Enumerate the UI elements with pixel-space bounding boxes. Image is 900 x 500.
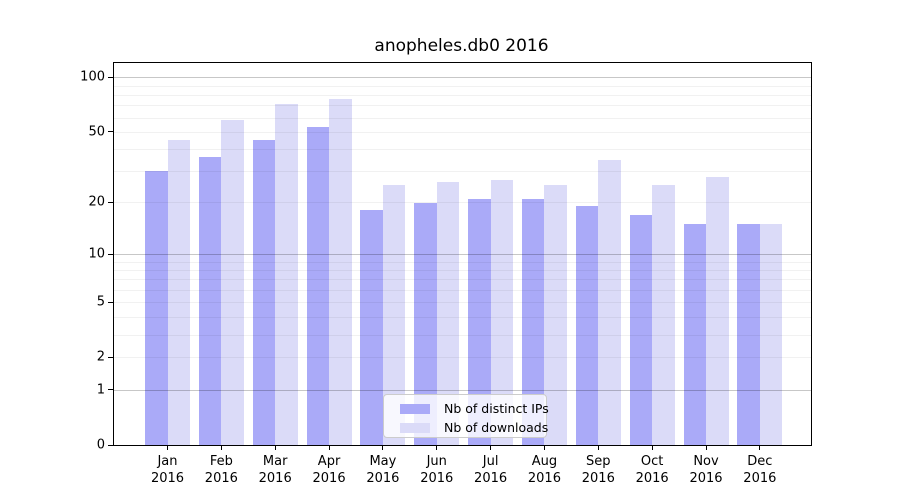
y-tick <box>108 253 113 255</box>
legend-swatch-downloads <box>400 423 430 433</box>
gridline-minor <box>114 85 811 87</box>
bar-ips-may <box>360 210 383 445</box>
bar-downloads-jan <box>167 140 190 445</box>
y-tick <box>108 389 113 391</box>
plot-area: 0 1 2 5 10 20 50 100 Jan 2016 Feb 2016 Mar 2016 Apr 20… <box>80 62 812 486</box>
y-tick <box>108 444 113 446</box>
x-tick-label: Jan 2016 <box>150 454 185 486</box>
bar-downloads-nov <box>706 176 729 445</box>
y-tick <box>108 76 113 78</box>
legend-entry-downloads: Nb of downloads <box>400 420 549 436</box>
y-tick <box>108 131 113 133</box>
gridline-minor <box>114 131 811 133</box>
gridline-minor <box>114 279 811 281</box>
y-tick <box>108 301 113 303</box>
x-tick-label: Oct 2016 <box>635 454 669 486</box>
gridline-minor <box>114 290 811 291</box>
bar-ips-oct <box>629 214 653 445</box>
bar-ips-apr <box>306 127 330 445</box>
gridline-minor <box>114 261 811 263</box>
bar-downloads-apr <box>329 99 352 445</box>
bar-ips-jun <box>414 202 437 445</box>
y-tick-label: 10 <box>88 246 105 262</box>
bar-ips-jan <box>145 171 168 445</box>
bar-downloads-oct <box>652 185 675 445</box>
legend-label-downloads: Nb of downloads <box>444 420 549 435</box>
bar-downloads-may <box>382 185 406 445</box>
x-tick <box>597 445 599 450</box>
bar-downloads-aug <box>544 185 567 445</box>
gridline-minor <box>114 357 811 359</box>
bar-downloads-dec <box>759 224 783 445</box>
bar-downloads-jun <box>436 182 460 445</box>
gridline-minor <box>114 117 811 119</box>
bar-ips-sep <box>575 206 599 445</box>
x-tick <box>705 445 707 450</box>
gridline-minor <box>114 202 811 204</box>
y-tick-label: 0 <box>96 437 105 453</box>
x-tick <box>651 445 653 450</box>
chart-title: anopheles.db0 2016 <box>374 36 549 56</box>
x-tick-label: Dec 2016 <box>743 454 777 486</box>
y-tick-label: 100 <box>80 69 105 85</box>
y-tick <box>108 201 113 203</box>
bar-downloads-feb <box>221 120 244 445</box>
bar-ips-nov <box>683 224 706 445</box>
y-tick <box>108 356 113 358</box>
legend-entry-distinct-ips: Nb of distinct IPs <box>400 401 549 417</box>
gridline-major <box>114 254 811 255</box>
gridline-minor <box>114 302 811 304</box>
x-tick-label: May 2016 <box>366 454 400 486</box>
gridline-minor <box>114 105 811 107</box>
x-tick-label: Apr 2016 <box>312 454 346 486</box>
gridline-major <box>114 389 811 391</box>
bar-downloads-jul <box>490 179 514 445</box>
x-tick-label: Feb 2016 <box>204 454 238 486</box>
bar-downloads-mar <box>275 104 298 445</box>
x-tick <box>220 445 222 450</box>
x-tick-label: Nov 2016 <box>689 454 723 486</box>
gridline-minor <box>114 316 811 318</box>
y-tick-label: 5 <box>96 294 105 310</box>
x-tick-label: Jul 2016 <box>474 454 508 486</box>
x-tick-label: Jun 2016 <box>420 454 454 486</box>
gridline-minor <box>114 149 811 151</box>
gridline-minor <box>114 171 811 173</box>
bar-ips-jul <box>468 198 491 445</box>
x-tick <box>274 445 276 450</box>
x-tick-label: Aug 2016 <box>527 454 561 486</box>
x-tick <box>167 445 168 450</box>
x-tick <box>328 445 330 450</box>
x-tick <box>490 445 492 450</box>
x-tick-label: Sep 2016 <box>581 454 615 486</box>
x-tick <box>543 445 545 450</box>
y-tick-label: 2 <box>96 349 105 365</box>
bar-downloads-sep <box>598 159 621 445</box>
x-tick-label: Mar 2016 <box>258 454 292 486</box>
x-tick <box>759 445 761 450</box>
gridline-minor <box>114 334 811 336</box>
legend-swatch-distinct-ips <box>400 404 430 414</box>
y-tick-label: 20 <box>88 194 105 210</box>
bar-ips-aug <box>521 198 545 445</box>
y-tick-label: 1 <box>96 382 105 398</box>
bar-ips-feb <box>198 157 222 445</box>
bar-ips-mar <box>252 140 276 445</box>
bar-ips-dec <box>737 224 760 445</box>
gridline-minor <box>114 94 811 96</box>
gridline-minor <box>114 269 811 271</box>
x-tick <box>436 445 438 450</box>
legend-label-distinct-ips: Nb of distinct IPs <box>444 401 549 416</box>
y-tick-label: 50 <box>88 124 105 140</box>
legend: Nb of distinct IPs Nb of downloads <box>383 394 549 438</box>
x-tick <box>382 445 384 450</box>
gridline-major <box>114 77 811 79</box>
